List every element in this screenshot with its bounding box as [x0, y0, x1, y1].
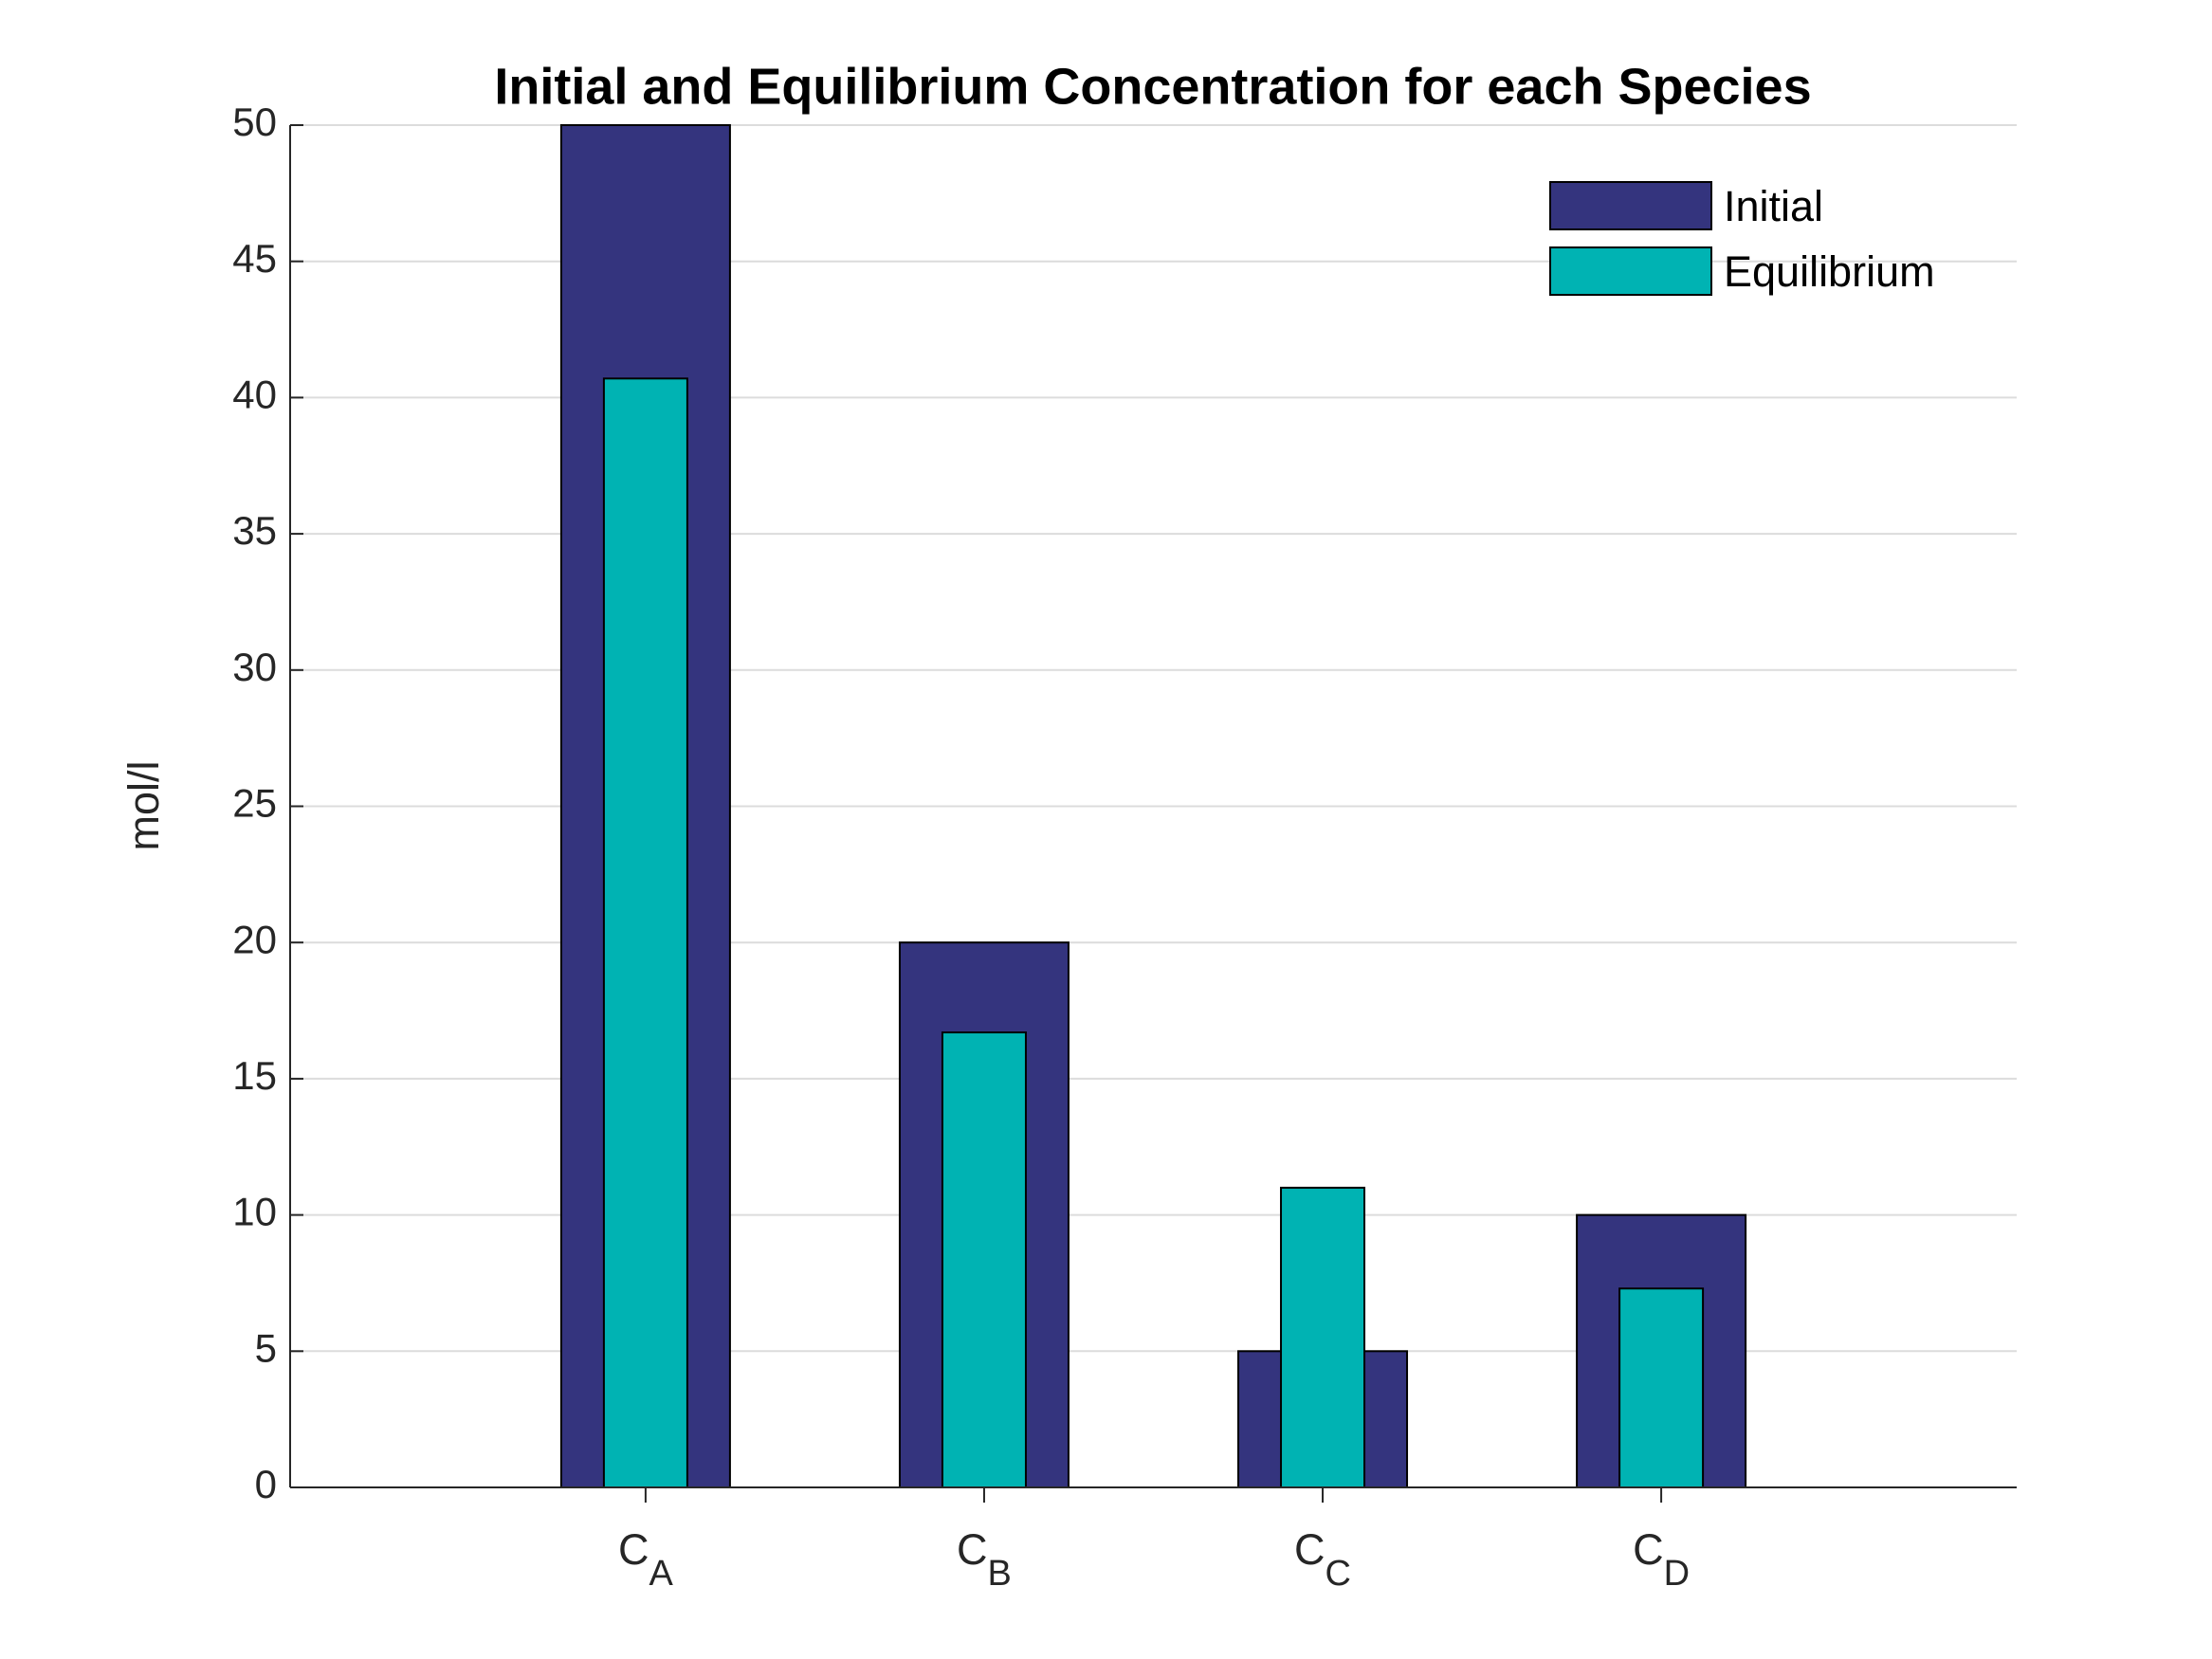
bar: [602, 377, 688, 1489]
legend-swatch: [1549, 246, 1712, 296]
y-tick-label: 30: [232, 645, 277, 689]
category-text: C: [1294, 1525, 1325, 1574]
bar: [1280, 1186, 1366, 1488]
category-text: C: [618, 1525, 649, 1574]
category-subscript: A: [649, 1554, 673, 1594]
category-subscript: D: [1664, 1554, 1690, 1594]
y-tick-label: 40: [232, 372, 277, 416]
category-subscript: B: [988, 1554, 1012, 1594]
category-subscript: C: [1325, 1554, 1351, 1594]
bar: [1618, 1287, 1705, 1488]
bar: [941, 1031, 1027, 1488]
category-text: C: [957, 1525, 988, 1574]
y-tick-label: 50: [232, 100, 277, 144]
legend-swatch: [1549, 181, 1712, 230]
legend-label: Initial: [1724, 182, 1823, 230]
x-tick-label: CB: [957, 1525, 1012, 1594]
y-tick-label: 25: [232, 781, 277, 826]
y-axis-label: mol/l: [119, 760, 168, 850]
chart-title: Initial and Equilibrium Concentration fo…: [494, 58, 1811, 115]
y-tick-label: 45: [232, 236, 277, 281]
x-tick-label: CD: [1633, 1525, 1690, 1594]
x-tick-label: CA: [618, 1525, 674, 1594]
legend-label: Equilibrium: [1724, 247, 1935, 296]
y-tick-label: 10: [232, 1190, 277, 1234]
y-tick-label: 15: [232, 1053, 277, 1098]
y-tick-label: 0: [255, 1462, 277, 1506]
y-tick-label: 5: [255, 1325, 277, 1370]
y-tick-label: 20: [232, 917, 277, 961]
x-tick-label: CC: [1294, 1525, 1351, 1594]
category-text: C: [1633, 1525, 1664, 1574]
y-tick-label: 35: [232, 508, 277, 553]
